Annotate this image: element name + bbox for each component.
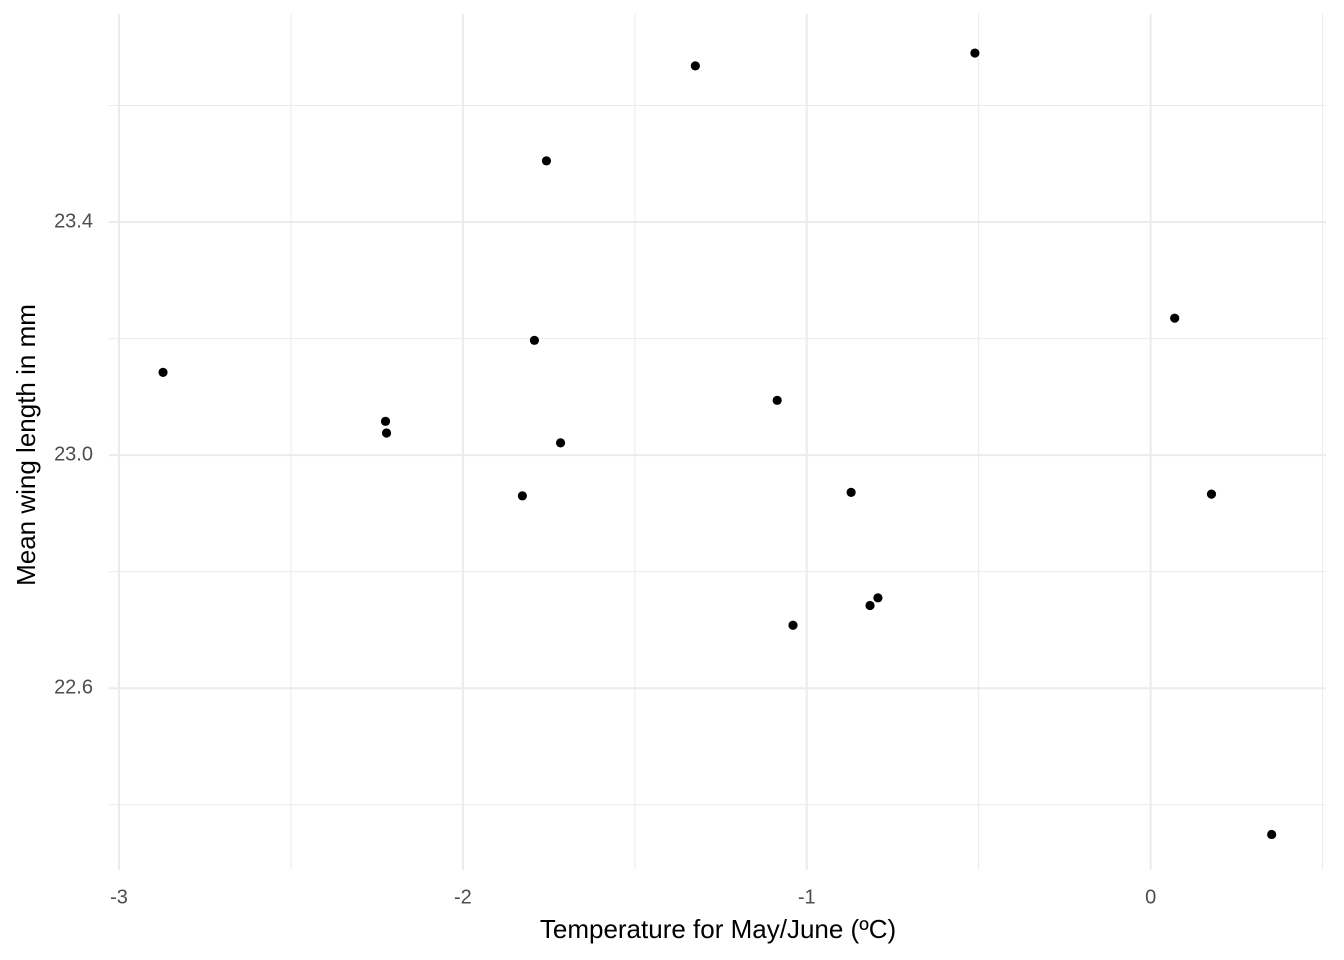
point	[517, 491, 527, 501]
point	[158, 367, 168, 377]
point	[381, 428, 392, 438]
y-tick-label: 22.6	[54, 676, 93, 698]
point	[555, 438, 566, 448]
point	[380, 416, 391, 426]
point	[529, 335, 540, 345]
grid	[108, 14, 1326, 870]
point	[1206, 489, 1217, 499]
point	[690, 61, 700, 71]
point	[1170, 313, 1180, 323]
point	[541, 156, 552, 166]
point	[1267, 829, 1277, 840]
x-axis-title: Temperature for May/June (ºC)	[540, 914, 896, 944]
y-tick-label: 23.4	[54, 210, 93, 232]
y-axis-title: Mean wing length in mm	[11, 304, 41, 586]
point	[873, 593, 883, 603]
x-tick-label: -3	[110, 886, 128, 908]
point	[846, 487, 856, 498]
x-tick-label: -1	[798, 886, 816, 908]
point	[865, 600, 875, 611]
point	[970, 48, 980, 58]
y-tick-label: 23.0	[54, 443, 93, 465]
point	[788, 620, 798, 630]
x-tick-label: -2	[454, 886, 472, 908]
point	[772, 395, 782, 405]
x-tick-label: 0	[1145, 886, 1156, 908]
